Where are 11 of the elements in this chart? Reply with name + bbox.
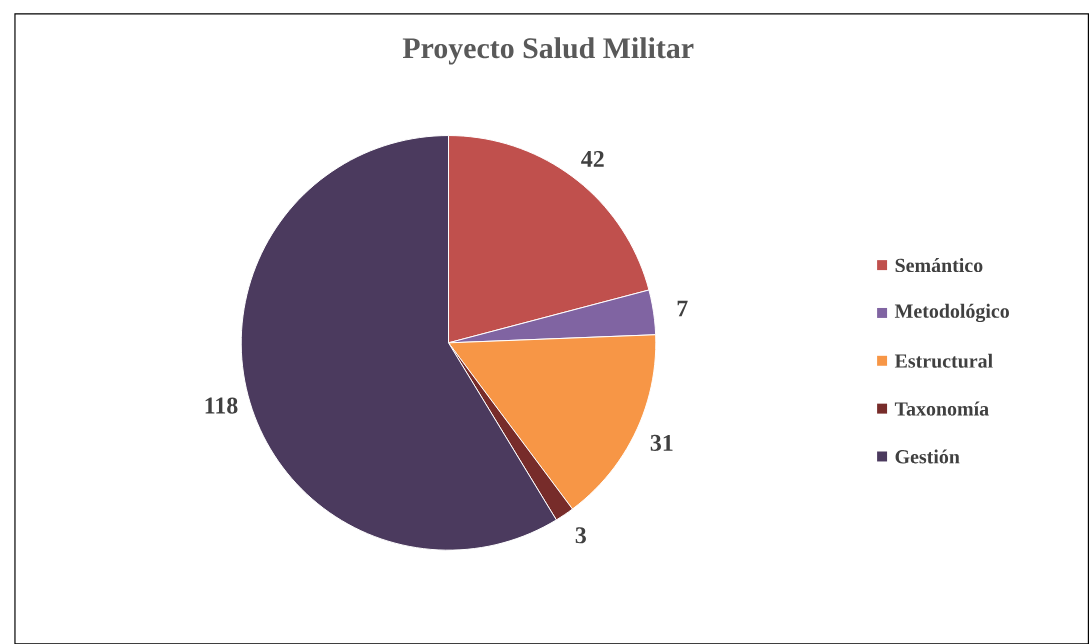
chart-title: Proyecto Salud Militar — [402, 37, 694, 65]
data-label: 118 — [205, 397, 238, 414]
legend-label: Semántico — [895, 257, 983, 272]
legend-label: Metodológico — [894, 303, 1009, 322]
data-label: 3 — [575, 527, 586, 544]
legend-label: Estructural — [894, 353, 993, 368]
legend-label: Taxonomía — [894, 401, 989, 416]
data-label: 7 — [677, 300, 688, 317]
legend-label: Gestión — [895, 449, 960, 464]
data-label: 31 — [650, 434, 673, 451]
data-label: 42 — [581, 150, 604, 167]
